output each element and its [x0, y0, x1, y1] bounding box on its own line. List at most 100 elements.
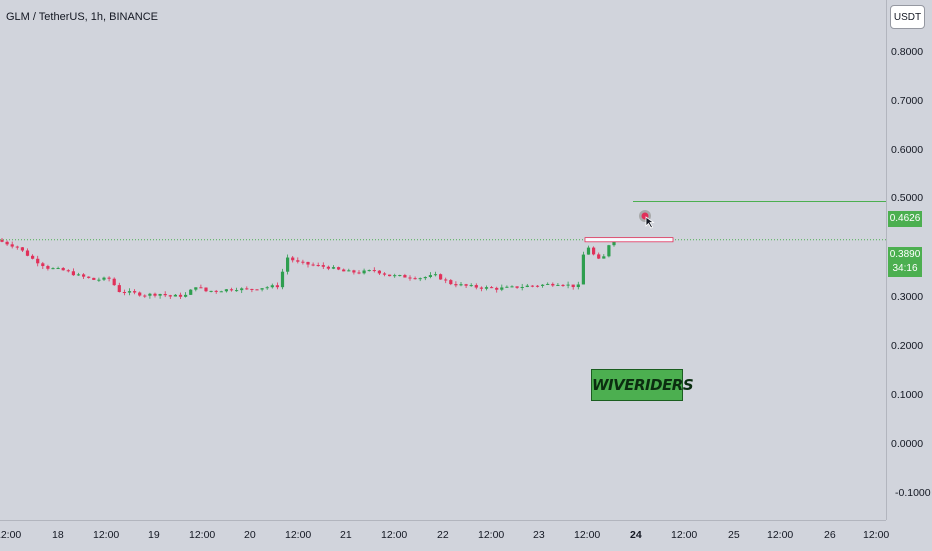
candle-body — [291, 257, 295, 261]
candle — [265, 286, 269, 290]
candle-body — [454, 284, 458, 286]
candle-body — [260, 288, 264, 290]
candle — [168, 294, 172, 299]
time-tick: 23 — [533, 529, 545, 541]
candle — [423, 276, 427, 281]
time-tick: 21 — [340, 529, 352, 541]
candle-body — [479, 287, 483, 289]
candle — [495, 286, 499, 293]
candle — [36, 255, 40, 267]
time-tick: 12:00 — [381, 529, 408, 541]
candle — [382, 272, 387, 277]
candle — [133, 289, 137, 295]
candle-body — [209, 290, 213, 292]
candle-body — [556, 284, 560, 286]
candle-body — [592, 247, 596, 255]
candle-body — [235, 290, 239, 292]
price-tick: 0.3000 — [891, 291, 924, 303]
candle — [403, 273, 407, 278]
candle — [469, 283, 473, 287]
candle — [240, 287, 244, 294]
candle-body — [158, 293, 162, 296]
price-tick: -0.1000 — [895, 487, 931, 499]
candle-body — [515, 286, 519, 288]
candle-body — [250, 288, 254, 290]
candle-body — [490, 287, 494, 289]
candle-body — [127, 291, 132, 293]
candle — [541, 284, 545, 288]
countdown-timer: 34:16 — [892, 263, 918, 274]
candle — [107, 276, 111, 282]
candle-body — [168, 295, 172, 297]
price-chart[interactable] — [0, 0, 886, 520]
candle-body — [275, 285, 279, 288]
currency-button[interactable]: USDT — [890, 5, 925, 29]
candle — [428, 272, 432, 279]
candle-body — [500, 287, 504, 290]
candle — [148, 292, 152, 299]
candle-body — [214, 290, 218, 292]
candle-body — [321, 265, 325, 267]
candle — [143, 294, 147, 298]
candle — [535, 285, 540, 288]
candle-body — [612, 241, 616, 246]
candle-body — [286, 257, 290, 272]
candle-body — [561, 284, 565, 286]
candle — [25, 248, 30, 257]
candle-body — [607, 245, 611, 257]
candle-body — [439, 274, 443, 280]
candle-body — [311, 264, 315, 266]
candle-body — [20, 247, 24, 251]
candle-body — [107, 277, 111, 279]
candle — [500, 284, 504, 292]
time-tick: 20 — [244, 529, 256, 541]
target-price-badge: 0.4626 — [888, 211, 922, 227]
candle-body — [576, 284, 580, 288]
candle-body — [41, 263, 45, 267]
candle-body — [173, 294, 177, 297]
candle-body — [474, 285, 478, 288]
candle-body — [331, 267, 336, 269]
candle-body — [117, 285, 121, 293]
candle — [41, 261, 45, 270]
candle — [189, 289, 193, 295]
price-tick: 0.6000 — [891, 144, 924, 156]
candle-body — [433, 274, 438, 276]
candle-body — [367, 270, 371, 272]
candle-body — [56, 268, 60, 270]
time-axis[interactable] — [0, 520, 886, 551]
candle-body — [484, 287, 489, 289]
candle — [377, 270, 381, 275]
candle — [449, 279, 453, 286]
candle-body — [240, 288, 244, 291]
candle-body — [5, 241, 9, 245]
candle-body — [25, 250, 30, 256]
candle — [592, 246, 596, 256]
candle — [61, 266, 65, 271]
candle-body — [255, 289, 259, 291]
candle-body — [449, 280, 453, 285]
chart-area[interactable] — [0, 0, 886, 520]
candle-body — [306, 261, 310, 265]
candle — [530, 285, 534, 288]
candle — [127, 288, 132, 296]
candle — [459, 282, 463, 287]
candle — [194, 287, 198, 292]
candle-body — [566, 284, 570, 286]
candle — [413, 276, 417, 280]
candle — [245, 286, 249, 290]
candle-body — [393, 275, 397, 277]
time-tick: 12:00 — [0, 529, 22, 541]
candle-body — [0, 239, 4, 242]
candle — [199, 284, 203, 289]
candle — [260, 288, 264, 292]
candle — [337, 266, 341, 271]
candle — [15, 245, 19, 250]
candle — [342, 268, 346, 272]
candle — [546, 282, 550, 286]
candle-body — [204, 287, 208, 292]
candle — [122, 289, 126, 296]
candle-body — [194, 287, 198, 290]
candle-body — [469, 285, 473, 287]
time-tick: 12:00 — [671, 529, 698, 541]
